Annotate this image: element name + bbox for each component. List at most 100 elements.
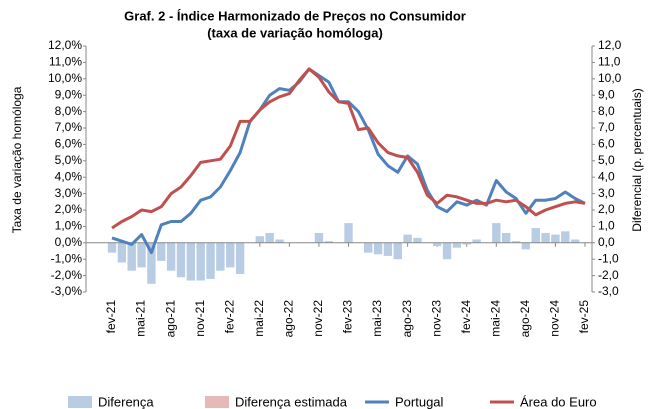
x-tick-label: nov-24 (548, 300, 562, 337)
y-tick-label: 1,0% (55, 219, 83, 233)
bar (472, 239, 481, 243)
bar (117, 242, 127, 263)
y2-tick-label: 5,0 (598, 153, 615, 167)
bar (541, 232, 550, 243)
bar (393, 242, 402, 260)
bar (403, 234, 412, 243)
y-axis-label: Taxa de variação homóloga (10, 86, 24, 233)
y2-tick-label: 2,0 (598, 202, 615, 216)
bar (176, 242, 186, 278)
bar (157, 242, 166, 261)
bar (570, 239, 580, 243)
y2-tick-label: -1,0 (598, 251, 619, 265)
y-tick-label: -2,0% (51, 268, 83, 282)
y-tick-label: -1,0% (51, 251, 83, 265)
y2-tick-label: -2,0 (598, 268, 619, 282)
y2-tick-label: 8,0 (598, 104, 615, 118)
bar (511, 241, 521, 243)
bar (452, 242, 462, 248)
y-tick-label: 6,0% (55, 137, 83, 151)
bar (383, 242, 393, 256)
bar (344, 223, 353, 243)
y-tick-label: -3,0% (51, 284, 83, 298)
x-tick-label: fev-22 (222, 300, 236, 334)
legend-label: Área do Euro (520, 394, 597, 409)
legend-label: Diferença (98, 394, 154, 409)
bar (206, 242, 215, 279)
x-tick-label: ago-21 (163, 300, 177, 338)
y-tick-label: 2,0% (55, 202, 83, 216)
y2-tick-label: 9,0 (598, 87, 615, 101)
y2-tick-label: 11,0 (598, 55, 621, 69)
y-tick-label: 9,0% (55, 87, 83, 101)
bar (147, 242, 156, 284)
x-tick-label: mai-22 (252, 300, 266, 337)
bar (432, 242, 442, 247)
line (111, 67, 586, 230)
bar (107, 242, 117, 253)
bar (186, 242, 196, 281)
bar (255, 236, 265, 243)
y2-tick-label: 12,0 (598, 38, 622, 52)
bar (413, 237, 422, 243)
bar (216, 242, 225, 271)
bar (531, 228, 540, 243)
x-tick-label: fev-21 (104, 300, 118, 334)
x-tick-label: ago-23 (400, 300, 414, 338)
y-tick-label: 11,0% (49, 55, 82, 69)
bar (551, 234, 560, 243)
y2-tick-label: -3,0 (598, 284, 619, 298)
bar (492, 223, 501, 243)
legend-swatch (205, 396, 229, 408)
line (111, 67, 586, 255)
bar (196, 242, 205, 281)
bar (561, 231, 570, 243)
x-tick-label: mai-24 (488, 300, 502, 337)
y2-tick-label: 1,0 (598, 219, 615, 233)
legend-swatch (68, 396, 92, 408)
y2-tick-label: 6,0 (598, 137, 615, 151)
bar (275, 239, 284, 243)
x-tick-label: nov-21 (193, 300, 207, 337)
y-tick-label: 7,0% (55, 120, 83, 134)
y-tick-label: 8,0% (55, 104, 83, 118)
legend-label: Portugal (395, 394, 444, 409)
chart-subtitle: (taxa de variação homóloga) (207, 25, 383, 40)
x-tick-label: fev-23 (341, 300, 355, 334)
y-tick-label: 4,0% (55, 169, 83, 183)
y2-tick-label: 4,0 (598, 169, 615, 183)
x-tick-label: mai-21 (134, 300, 148, 337)
bar (373, 242, 383, 255)
bar (265, 232, 274, 243)
bar (364, 242, 373, 253)
x-tick-label: ago-22 (282, 300, 296, 338)
bar (442, 242, 452, 260)
x-tick-label: fev-24 (459, 300, 473, 334)
y-tick-label: 3,0% (55, 186, 83, 200)
bar (314, 232, 324, 243)
bar (235, 242, 245, 274)
y2-tick-label: 7,0 (598, 120, 615, 134)
chart-title: Graf. 2 - Índice Harmonizado de Preços n… (124, 8, 466, 23)
y-tick-label: 0,0% (55, 235, 83, 249)
x-tick-label: nov-22 (311, 300, 325, 337)
bar (137, 242, 146, 268)
x-tick-label: fev-25 (577, 300, 591, 334)
y2-axis-label: Diferencial (p. percentuais) (630, 88, 644, 231)
y2-tick-label: 3,0 (598, 186, 615, 200)
bar (324, 241, 333, 243)
bar (166, 242, 176, 271)
legend-label: Diferença estimada (235, 394, 348, 409)
bar (462, 242, 471, 245)
bar (521, 242, 531, 250)
y-tick-label: 10,0% (48, 71, 82, 85)
y-tick-label: 12,0% (48, 38, 82, 52)
bar (501, 232, 511, 243)
bar (127, 242, 136, 271)
y-tick-label: 5,0% (55, 153, 83, 167)
y2-tick-label: 10,0 (598, 71, 622, 85)
legend: Diferença Diferença estimada Portugal Área … (68, 394, 597, 409)
y2-tick-label: 0,0 (598, 235, 615, 249)
bar (226, 242, 235, 268)
